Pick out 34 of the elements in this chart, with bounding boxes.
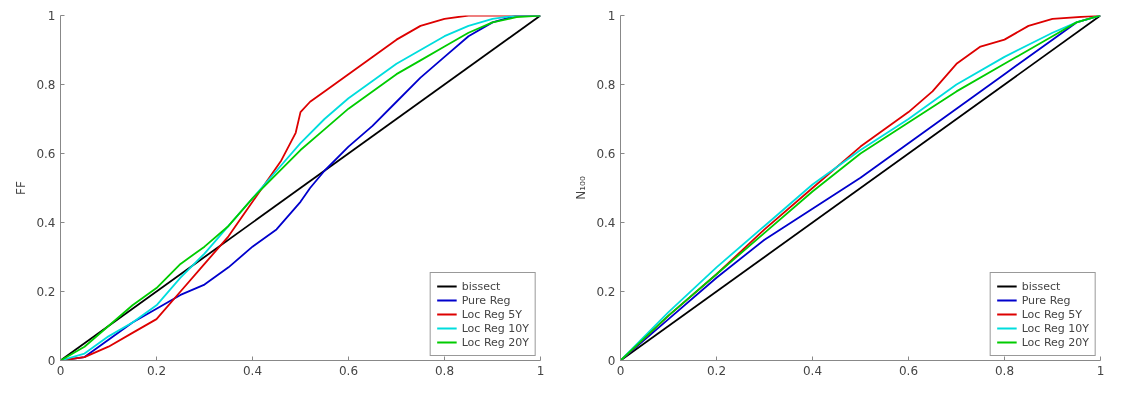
y-tick-label: 0.2	[596, 285, 616, 299]
x-tick-label: 0.6	[898, 363, 919, 378]
x-tick-label: 0.4	[242, 363, 263, 378]
y-tick-label: 0.4	[36, 216, 56, 230]
legend-label: Loc Reg 20Y	[461, 335, 529, 349]
legend-label: Pure Reg	[1021, 293, 1071, 307]
legend-label: Loc Reg 10Y	[1021, 321, 1089, 335]
x-tick-label: 0.4	[802, 363, 823, 378]
x-tick-label: 0.8	[994, 363, 1015, 378]
y-tick-label: 1	[47, 9, 56, 23]
y-tick-label: 0.8	[36, 78, 56, 92]
legend-label: Pure Reg	[461, 293, 511, 307]
legend-label: Loc Reg 5Y	[461, 307, 522, 321]
y-tick-label: 0.8	[596, 78, 616, 92]
x-tick-label: 0.2	[146, 363, 167, 378]
legend-label: Loc Reg 20Y	[1021, 335, 1089, 349]
y-axis-title: N₁₀₀	[574, 176, 589, 200]
x-tick-label: 1	[536, 363, 545, 378]
y-axis-title: FF	[14, 181, 29, 195]
y-tick-label: 0.6	[36, 147, 56, 161]
x-tick-label: 0.2	[706, 363, 727, 378]
x-tick-label: 0.6	[338, 363, 359, 378]
y-tick-label: 0	[607, 354, 616, 368]
legend-label: Loc Reg 10Y	[461, 321, 529, 335]
legend-label: Loc Reg 5Y	[1021, 307, 1082, 321]
y-tick-label: 1	[607, 9, 616, 23]
y-tick-label: 0.2	[36, 285, 56, 299]
legend-label: bissect	[461, 279, 501, 293]
y-tick-label: 0.6	[596, 147, 616, 161]
y-tick-label: 0.4	[596, 216, 616, 230]
x-tick-label: 0.8	[434, 363, 455, 378]
legend-label: bissect	[1021, 279, 1061, 293]
x-tick-label: 1	[1096, 363, 1105, 378]
y-tick-label: 0	[47, 354, 56, 368]
